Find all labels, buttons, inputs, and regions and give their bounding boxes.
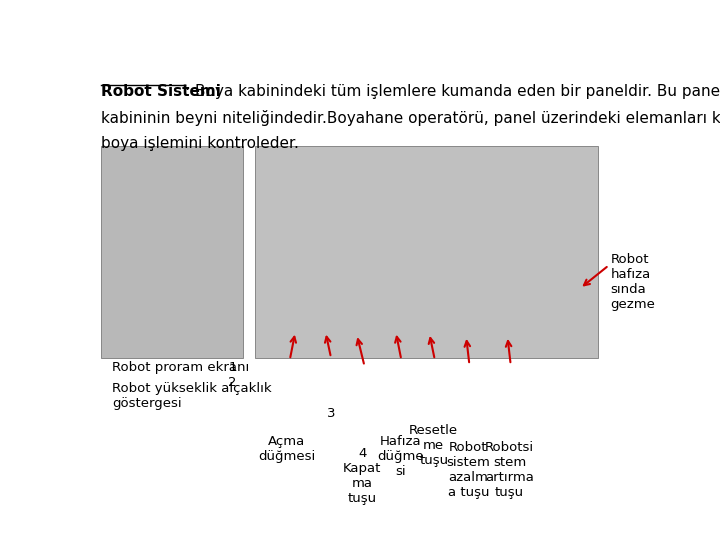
- Text: 3: 3: [327, 407, 336, 420]
- Text: Robot
sistem
azalm
a tuşu: Robot sistem azalm a tuşu: [446, 441, 490, 499]
- Text: boya işlemini kontroleder.: boya işlemini kontroleder.: [101, 136, 299, 151]
- Text: Açma
düğmesi: Açma düğmesi: [258, 435, 315, 463]
- Text: Robot yükseklik alçaklık
göstergesi: Robot yükseklik alçaklık göstergesi: [112, 382, 272, 410]
- Text: : Boya kabinindeki tüm işlemlere kumanda eden bir paneldir. Bu panel boya: : Boya kabinindeki tüm işlemlere kumanda…: [185, 84, 720, 98]
- Text: Resetle
me
tuşu: Resetle me tuşu: [409, 424, 459, 468]
- Text: Robot
hafıza
sında
gezme: Robot hafıza sında gezme: [611, 253, 655, 310]
- Text: Robot proram ekranı: Robot proram ekranı: [112, 361, 250, 374]
- Text: Hafıza
düğme
si: Hafıza düğme si: [377, 435, 423, 478]
- FancyBboxPatch shape: [255, 146, 598, 358]
- Text: Robotsi
stem
artırma
tuşu: Robotsi stem artırma tuşu: [485, 441, 534, 499]
- Text: 4
Kapat
ma
tuşu: 4 Kapat ma tuşu: [343, 447, 382, 504]
- Text: 1
2: 1 2: [228, 361, 237, 389]
- Text: Robot Sistemi: Robot Sistemi: [101, 84, 221, 98]
- FancyBboxPatch shape: [101, 146, 243, 358]
- Text: kabininin beyni niteliğindedir.Boyahane operatörü, panel üzerindeki elemanları k: kabininin beyni niteliğindedir.Boyahane …: [101, 110, 720, 126]
